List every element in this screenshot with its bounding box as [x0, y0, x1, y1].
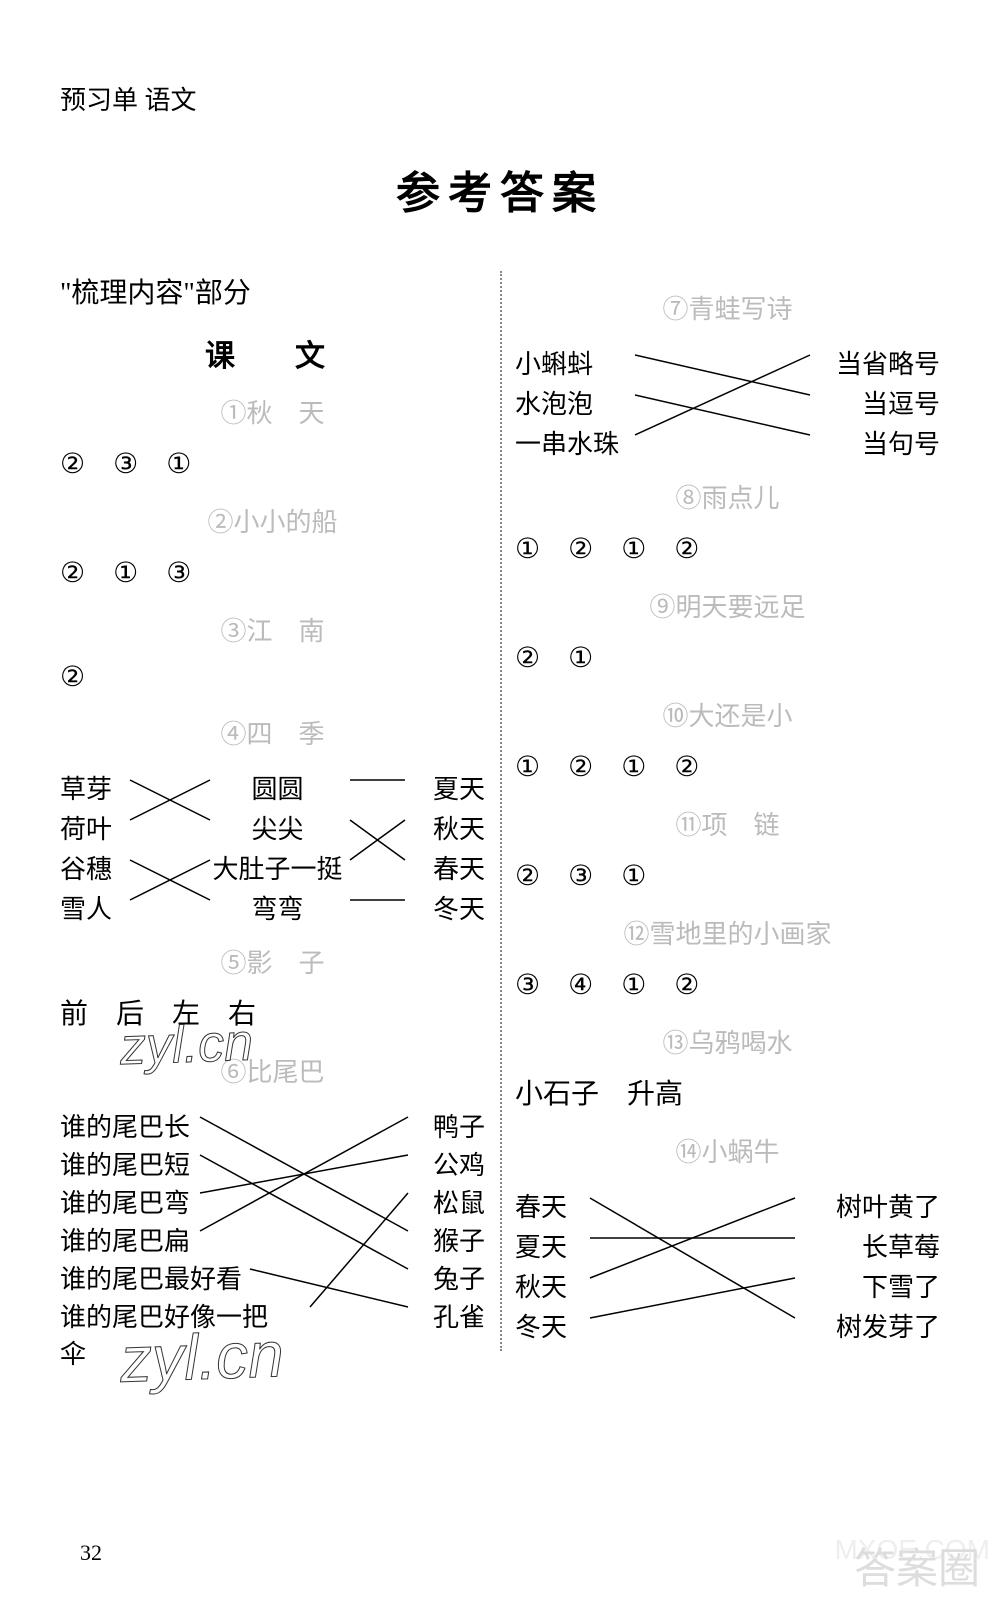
- lesson-14-title: ⑭小蜗牛: [515, 1132, 940, 1169]
- lesson-7-title: ⑦青蛙写诗: [515, 289, 940, 326]
- column-divider: [500, 271, 502, 1351]
- left-column: "梳理内容"部分 课 文 ①秋 天 ② ③ ① ②小小的船 ② ① ③ ③江 南…: [60, 271, 485, 1361]
- lesson-2-answer: ② ① ③: [60, 551, 485, 591]
- lesson-1-title: ①秋 天: [60, 393, 485, 430]
- frog-right-2: 当句号: [810, 424, 940, 461]
- season-left-2: 谷穗: [60, 849, 160, 886]
- snail-left-3: 冬天: [515, 1307, 605, 1344]
- tail-right-2: 松鼠: [395, 1183, 485, 1220]
- frog-right-1: 当逗号: [810, 384, 940, 421]
- lesson-12-title: ⑫雪地里的小画家: [515, 914, 940, 951]
- frog-left-0: 小蝌蚪: [515, 344, 645, 381]
- season-mid-3: 弯弯: [203, 889, 353, 926]
- lesson-6-diagram: 谁的尾巴长鸭子谁的尾巴短公鸡谁的尾巴弯松鼠谁的尾巴扁猴子谁的尾巴最好看兔子谁的尾…: [60, 1101, 485, 1331]
- section-heading: "梳理内容"部分: [60, 271, 485, 311]
- lesson-10-title: ⑩大还是小: [515, 696, 940, 733]
- center-heading-kewen: 课 文: [60, 331, 485, 375]
- season-right-2: 春天: [395, 849, 485, 886]
- lesson-3-title: ③江 南: [60, 611, 485, 648]
- frog-left-1: 水泡泡: [515, 384, 645, 421]
- watermark-corner-text: 答案圈: [854, 1535, 980, 1596]
- season-mid-1: 尖尖: [203, 809, 353, 846]
- lesson-9-answer: ② ①: [515, 636, 940, 676]
- tail-left-3: 谁的尾巴扁: [60, 1221, 280, 1258]
- season-right-1: 秋天: [395, 809, 485, 846]
- lesson-4-diagram: 草芽 圆圆 夏天荷叶 尖尖 秋天谷穗 大肚子一挺 春天雪人 弯弯 冬天: [60, 763, 485, 923]
- lesson-11-answer: ② ③ ①: [515, 854, 940, 894]
- snail-left-0: 春天: [515, 1187, 605, 1224]
- lesson-14-diagram: 春天 树叶黄了夏天 长草莓秋天 下雪了冬天 树发芽了: [515, 1181, 940, 1341]
- season-right-0: 夏天: [395, 769, 485, 806]
- main-title: 参考答案: [60, 157, 940, 221]
- tail-left-2: 谁的尾巴弯: [60, 1183, 280, 1220]
- lesson-8-title: ⑧雨点儿: [515, 478, 940, 515]
- snail-right-1: 长草莓: [790, 1227, 940, 1264]
- tail-left-4: 谁的尾巴最好看: [60, 1259, 280, 1296]
- page-number: 32: [80, 1540, 102, 1566]
- lesson-1-answer: ② ③ ①: [60, 442, 485, 482]
- lesson-4-title: ④四 季: [60, 714, 485, 751]
- season-left-3: 雪人: [60, 889, 160, 926]
- lesson-13-title: ⑬乌鸦喝水: [515, 1023, 940, 1060]
- snail-right-2: 下雪了: [790, 1267, 940, 1304]
- lesson-9-title: ⑨明天要远足: [515, 587, 940, 624]
- season-left-0: 草芽: [60, 769, 160, 806]
- lesson-10-answer: ① ② ① ②: [515, 745, 940, 785]
- season-mid-2: 大肚子一挺: [203, 849, 353, 886]
- tail-left-0: 谁的尾巴长: [60, 1107, 280, 1144]
- lesson-2-title: ②小小的船: [60, 502, 485, 539]
- header-small-text: 预习单 语文: [60, 80, 940, 117]
- lesson-3-answer: ②: [60, 660, 485, 694]
- tail-left-1: 谁的尾巴短: [60, 1145, 280, 1182]
- watermark-2: zyl.cn: [119, 1317, 285, 1397]
- lesson-7-diagram: 小蝌蚪 当省略号水泡泡 当逗号一串水珠 当句号: [515, 338, 940, 458]
- tail-right-0: 鸭子: [395, 1107, 485, 1144]
- tail-right-1: 公鸡: [395, 1145, 485, 1182]
- frog-right-0: 当省略号: [810, 344, 940, 381]
- snail-right-0: 树叶黄了: [790, 1187, 940, 1224]
- content-wrapper: "梳理内容"部分 课 文 ①秋 天 ② ③ ① ②小小的船 ② ① ③ ③江 南…: [60, 271, 940, 1361]
- tail-right-3: 猴子: [395, 1221, 485, 1258]
- snail-right-3: 树发芽了: [790, 1307, 940, 1344]
- lesson-11-title: ⑪项 链: [515, 805, 940, 842]
- lesson-12-answer: ③ ④ ① ②: [515, 963, 940, 1003]
- frog-left-2: 一串水珠: [515, 424, 645, 461]
- lesson-5-title: ⑤影 子: [60, 943, 485, 980]
- right-column: ⑦青蛙写诗 小蝌蚪当省略号水泡泡当逗号一串水珠当句号 ⑧雨点儿 ① ② ① ② …: [515, 271, 940, 1361]
- tail-right-4: 兔子: [395, 1259, 485, 1296]
- watermark-1: zyl.cn: [119, 1013, 254, 1078]
- lesson-8-answer: ① ② ① ②: [515, 527, 940, 567]
- season-left-1: 荷叶: [60, 809, 160, 846]
- season-mid-0: 圆圆: [203, 769, 353, 806]
- lesson-13-answer: 小石子 升高: [515, 1072, 940, 1112]
- tail-right-5: 孔雀: [395, 1297, 485, 1371]
- snail-left-2: 秋天: [515, 1267, 605, 1304]
- snail-left-1: 夏天: [515, 1227, 605, 1264]
- season-right-3: 冬天: [395, 889, 485, 926]
